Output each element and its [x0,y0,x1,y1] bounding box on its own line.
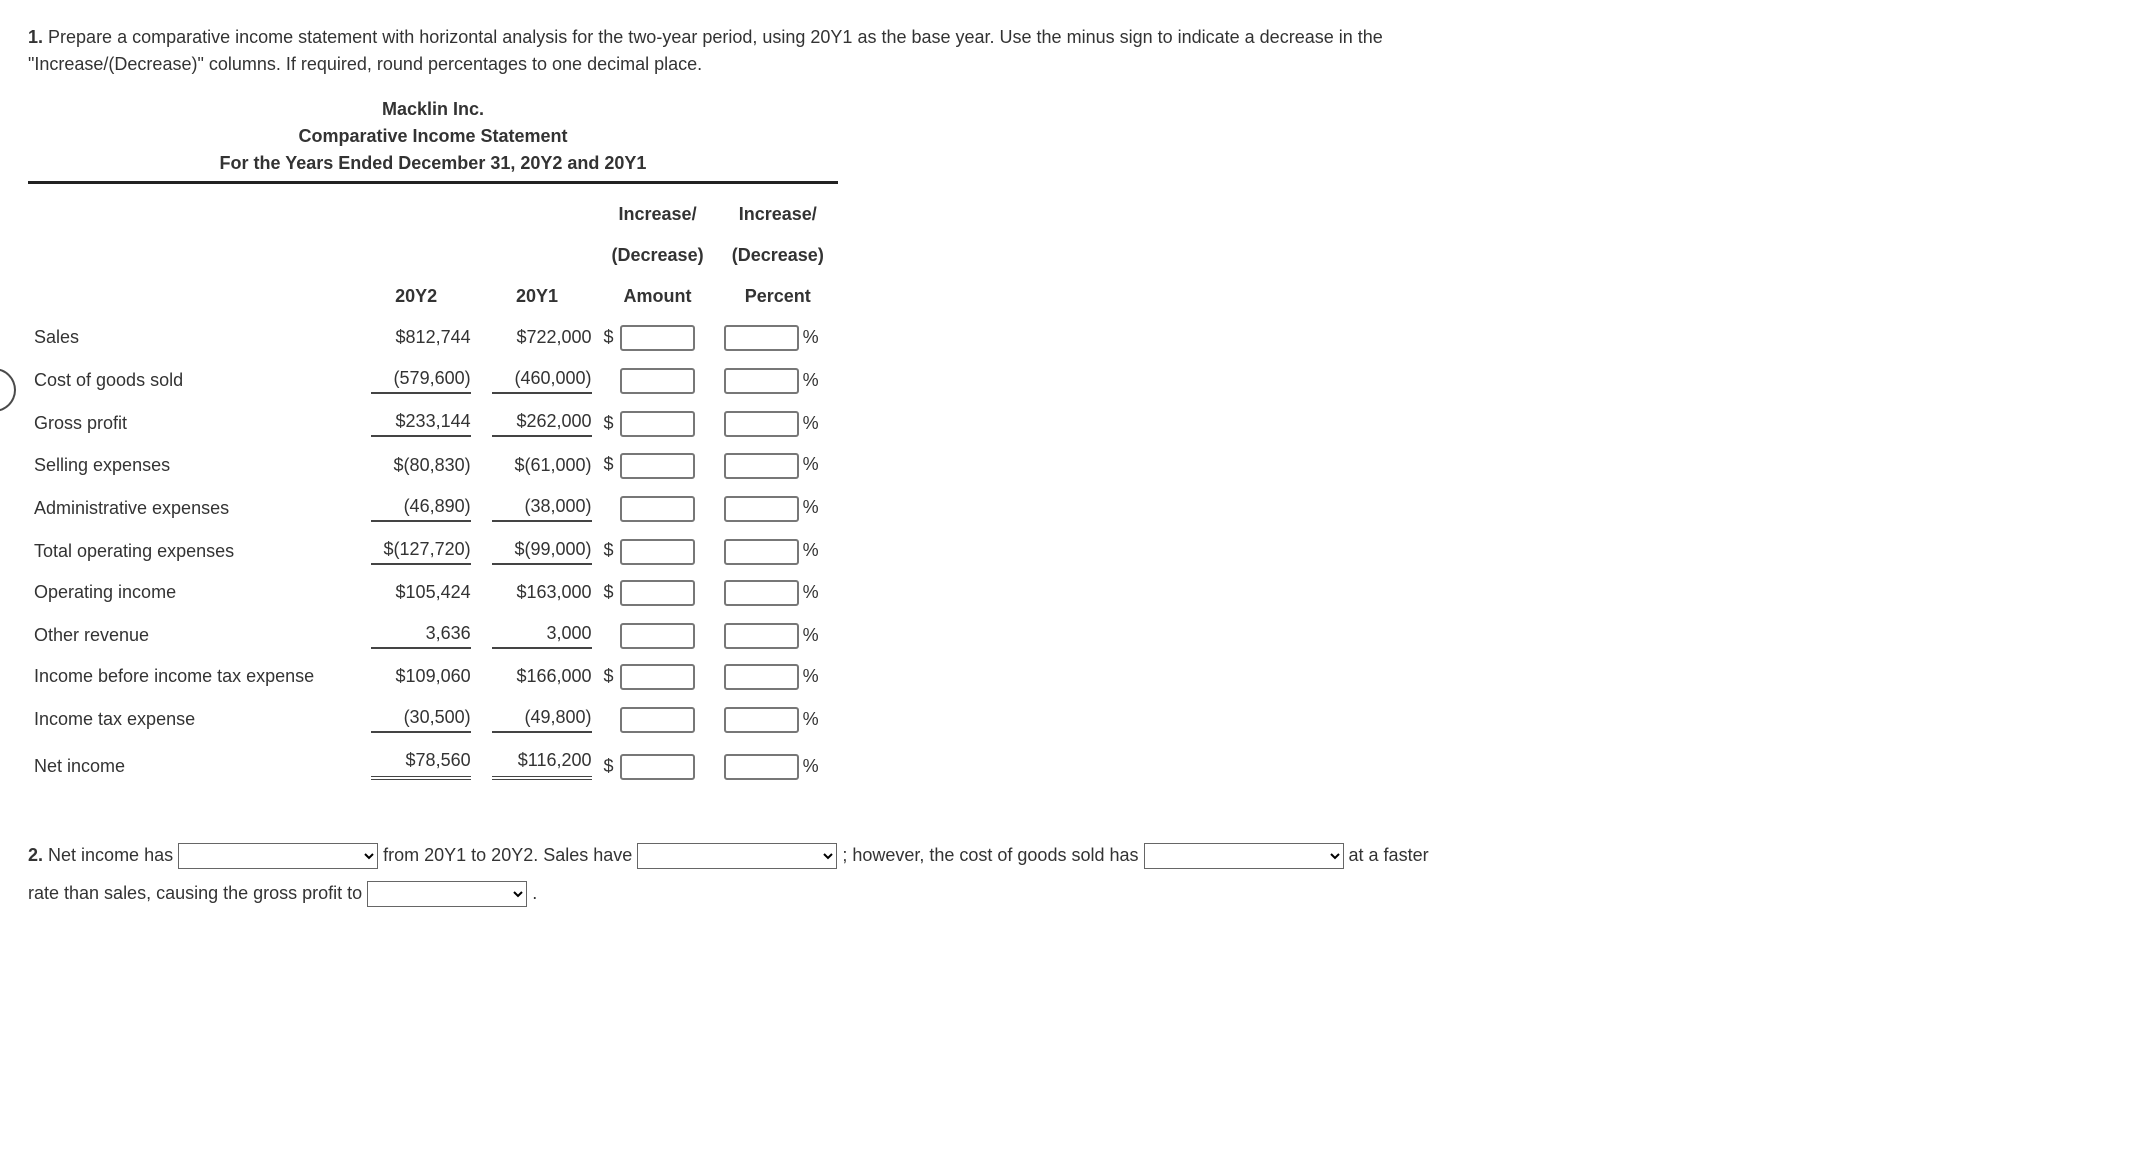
hdr-amount-3: Amount [598,276,718,317]
opinc-percent-input[interactable] [724,580,799,606]
admin-20y1: (38,000) [492,493,592,522]
tax-20y1: (49,800) [492,704,592,733]
othrev-percent-input[interactable] [724,623,799,649]
q1-text-line2: "Increase/(Decrease)" columns. If requir… [28,54,702,74]
label-admin: Administrative expenses [28,486,356,529]
sell-percent-input[interactable] [724,453,799,479]
net-income-direction-select[interactable] [178,843,378,869]
totop-percent-input[interactable] [724,539,799,565]
financial-table: Increase/ Increase/ (Decrease) (Decrease… [28,194,838,787]
row-selling-expenses: Selling expenses $(80,830) $(61,000) $ % [28,444,838,485]
sales-amount-input[interactable] [620,325,695,351]
company-name: Macklin Inc. [28,96,838,123]
row-net-income: Net income $78,560 $116,200 $ % [28,740,838,787]
row-operating-income: Operating income $105,424 $163,000 $ % [28,572,838,613]
cogs-20y1: (460,000) [492,365,592,394]
cogs-direction-select[interactable] [1144,843,1344,869]
sell-20y1: $(61,000) [492,452,592,479]
q2-number: 2. [28,845,43,865]
totop-20y2: $(127,720) [371,536,471,565]
statement-title: Macklin Inc. Comparative Income Statemen… [28,96,838,184]
opinc-20y1: $163,000 [492,579,592,606]
net-amount-input[interactable] [620,754,695,780]
tax-amount-input[interactable] [620,707,695,733]
sell-amount-input[interactable] [620,453,695,479]
row-gross-profit: Gross profit $233,144 $262,000 $ % [28,401,838,444]
gp-percent-input[interactable] [724,411,799,437]
gp-20y2: $233,144 [371,408,471,437]
sales-20y1: $722,000 [492,324,592,351]
label-totop: Total operating expenses [28,529,356,572]
row-sales: Sales $812,744 $722,000 $ % [28,317,838,358]
q2-text-a: Net income has [48,845,173,865]
gp-amount-input[interactable] [620,411,695,437]
label-tax: Income tax expense [28,697,356,740]
net-20y1: $116,200 [492,747,592,780]
ibt-20y2: $109,060 [371,663,471,690]
hdr-amount-2: (Decrease) [598,235,718,276]
totop-amount-input[interactable] [620,539,695,565]
hdr-20y2: 20Y2 [356,276,477,317]
hdr-percent-1: Increase/ [718,194,838,235]
sales-percent-input[interactable] [724,325,799,351]
label-ibt: Income before income tax expense [28,656,356,697]
label-sales: Sales [28,317,356,358]
ibt-percent-input[interactable] [724,664,799,690]
question-1-prompt: 1. Prepare a comparative income statemen… [28,24,2118,78]
hdr-amount-1: Increase/ [598,194,718,235]
label-net: Net income [28,740,356,787]
othrev-20y2: 3,636 [371,620,471,649]
admin-20y2: (46,890) [371,493,471,522]
tax-percent-input[interactable] [724,707,799,733]
opinc-amount-input[interactable] [620,580,695,606]
row-admin-expenses: Administrative expenses (46,890) (38,000… [28,486,838,529]
row-income-before-tax: Income before income tax expense $109,06… [28,656,838,697]
sell-20y2: $(80,830) [371,452,471,479]
admin-percent-input[interactable] [724,496,799,522]
label-opinc: Operating income [28,572,356,613]
othrev-amount-input[interactable] [620,623,695,649]
q1-text-line1: Prepare a comparative income statement w… [48,27,1383,47]
hdr-percent-2: (Decrease) [718,235,838,276]
cogs-20y2: (579,600) [371,365,471,394]
cogs-amount-input[interactable] [620,368,695,394]
hdr-percent-3: Percent [718,276,838,317]
q2-text-f: . [532,883,537,903]
q2-text-c: ; however, the cost of goods sold has [842,845,1138,865]
q2-text-b: from 20Y1 to 20Y2. Sales have [383,845,632,865]
q1-number: 1. [28,27,43,47]
gross-profit-direction-select[interactable] [367,881,527,907]
label-gp: Gross profit [28,401,356,444]
row-other-revenue: Other revenue 3,636 3,000 % [28,613,838,656]
ibt-amount-input[interactable] [620,664,695,690]
net-percent-input[interactable] [724,754,799,780]
cogs-percent-input[interactable] [724,368,799,394]
admin-amount-input[interactable] [620,496,695,522]
sales-20y2: $812,744 [371,324,471,351]
question-2: 2. Net income has from 20Y1 to 20Y2. Sal… [28,837,2118,913]
tax-20y2: (30,500) [371,704,471,733]
net-20y2: $78,560 [371,747,471,780]
opinc-20y2: $105,424 [371,579,471,606]
sales-direction-select[interactable] [637,843,837,869]
label-cogs: Cost of goods sold [28,358,356,401]
q2-text-e: rate than sales, causing the gross profi… [28,883,362,903]
label-sell: Selling expenses [28,444,356,485]
othrev-20y1: 3,000 [492,620,592,649]
statement-name: Comparative Income Statement [28,123,838,150]
q2-text-d: at a faster [1349,845,1429,865]
page-content: 1. Prepare a comparative income statemen… [0,0,2146,953]
ibt-20y1: $166,000 [492,663,592,690]
label-othrev: Other revenue [28,613,356,656]
gp-20y1: $262,000 [492,408,592,437]
income-statement: Macklin Inc. Comparative Income Statemen… [28,96,838,787]
hdr-20y1: 20Y1 [477,276,598,317]
statement-period: For the Years Ended December 31, 20Y2 an… [28,150,838,177]
row-cogs: Cost of goods sold (579,600) (460,000) % [28,358,838,401]
totop-20y1: $(99,000) [492,536,592,565]
row-tax-expense: Income tax expense (30,500) (49,800) % [28,697,838,740]
row-total-opex: Total operating expenses $(127,720) $(99… [28,529,838,572]
